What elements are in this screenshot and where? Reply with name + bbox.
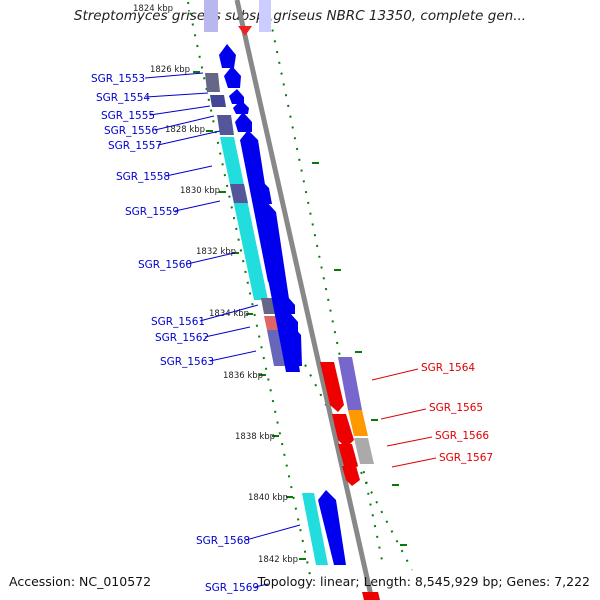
gene-box-top [204, 0, 218, 32]
gene-label-sgr-1556[interactable]: SGR_1556 [104, 125, 158, 137]
gene-label-sgr-1559[interactable]: SGR_1559 [125, 206, 179, 218]
gene-label-sgr-1567[interactable]: SGR_1567 [439, 452, 493, 464]
gene-label-sgr-1568[interactable]: SGR_1568 [196, 535, 250, 547]
kbp-label-1826: 1826 kbp [150, 65, 190, 75]
axis-backbone [234, 0, 375, 600]
topology-text: Topology: linear; Length: 8,545,929 bp; … [257, 574, 590, 589]
kbp-label-1842: 1842 kbp [258, 555, 298, 565]
ruler-dotted-upper-left [187, 1, 311, 576]
kbp-label-1836: 1836 kbp [223, 371, 263, 381]
gene-label-sgr-1562[interactable]: SGR_1562 [155, 332, 209, 344]
forward-arrows [219, 44, 346, 565]
gene-label-sgr-1555[interactable]: SGR_1555 [101, 110, 155, 122]
gene-label-sgr-1558[interactable]: SGR_1558 [116, 171, 170, 183]
reverse-genes [320, 357, 380, 600]
gene-label-sgr-1566[interactable]: SGR_1566 [435, 430, 489, 442]
gene-arrow-top-red [238, 26, 252, 36]
map-title: Streptomyces griseus subsp. griseus NBRC… [73, 8, 527, 24]
kbp-label-1832: 1832 kbp [196, 247, 236, 257]
kbp-label-1838: 1838 kbp [235, 432, 275, 442]
kbp-label-1830: 1830 kbp [180, 186, 220, 196]
kbp-ticks [193, 71, 407, 560]
gene-label-sgr-1554[interactable]: SGR_1554 [96, 92, 150, 104]
gene-label-sgr-1557[interactable]: SGR_1557 [108, 140, 162, 152]
gene-label-sgr-1564[interactable]: SGR_1564 [421, 362, 475, 374]
accession-text: Accession: NC_010572 [9, 574, 152, 589]
reverse-connectors [371, 368, 437, 468]
gene-label-sgr-1560[interactable]: SGR_1560 [138, 259, 192, 271]
kbp-label-1834: 1834 kbp [209, 309, 249, 319]
kbp-label-1824: 1824 kbp [133, 4, 173, 14]
gene-label-sgr-1565[interactable]: SGR_1565 [429, 402, 483, 414]
kbp-label-1828: 1828 kbp [165, 125, 205, 135]
gene-label-sgr-1553[interactable]: SGR_1553 [91, 73, 145, 85]
gene-label-sgr-1561[interactable]: SGR_1561 [151, 316, 205, 328]
kbp-label-1840: 1840 kbp [248, 493, 288, 503]
gene-label-sgr-1569[interactable]: SGR_1569 [205, 582, 259, 594]
gene-label-sgr-1563[interactable]: SGR_1563 [160, 356, 214, 368]
gene-box-top-faded [259, 0, 271, 32]
forward-connectors [144, 72, 301, 588]
